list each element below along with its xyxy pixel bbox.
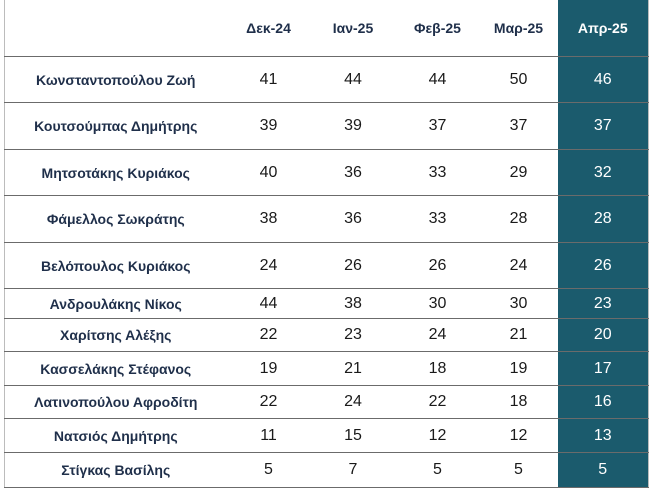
value-cell: 40	[226, 149, 311, 196]
value-cell: 50	[479, 56, 558, 103]
value-cell: 19	[479, 351, 558, 386]
value-cell: 38	[226, 195, 311, 243]
row-name: Κασσελάκης Στέφανος	[4, 351, 227, 386]
row-name: Φάμελλος Σωκράτης	[4, 195, 227, 243]
column-header: Φεβ-25	[395, 0, 480, 57]
column-header: Δεκ-24	[226, 0, 311, 57]
value-cell: 37	[479, 102, 558, 150]
row-name: Στίγκας Βασίλης	[4, 452, 227, 488]
header-row: Δεκ-24 Ιαν-25 Φεβ-25 Μαρ-25 Απρ-25	[4, 0, 649, 57]
value-cell: 37	[395, 102, 480, 150]
value-cell: 44	[226, 288, 311, 319]
table-row: Κασσελάκης Στέφανος 19 21 18 19 17	[4, 351, 649, 386]
value-cell: 12	[479, 418, 558, 453]
table-row: Νατσιός Δημήτρης 11 15 12 12 13	[4, 418, 649, 453]
value-cell: 19	[226, 351, 311, 386]
value-cell: 23	[557, 288, 649, 319]
value-cell: 29	[479, 149, 558, 196]
row-name: Χαρίτσης Αλέξης	[4, 318, 227, 352]
table-row: Μητσοτάκης Κυριάκος 40 36 33 29 32	[4, 149, 649, 196]
row-name: Ανδρουλάκης Νίκος	[4, 288, 227, 319]
value-cell: 33	[395, 195, 480, 243]
value-cell: 5	[479, 452, 558, 488]
row-name: Μητσοτάκης Κυριάκος	[4, 149, 227, 196]
value-cell: 39	[226, 102, 311, 150]
value-cell: 22	[395, 385, 480, 419]
row-name: Βελόπουλος Κυριάκος	[4, 242, 227, 289]
corner-cell	[4, 0, 227, 57]
table-row: Φάμελλος Σωκράτης 38 36 33 28 28	[4, 195, 649, 243]
value-cell: 5	[395, 452, 480, 488]
value-cell: 18	[479, 385, 558, 419]
value-cell: 26	[310, 242, 396, 289]
value-cell: 24	[479, 242, 558, 289]
value-cell: 16	[557, 385, 649, 419]
value-cell: 44	[395, 56, 480, 103]
value-cell: 18	[395, 351, 480, 386]
value-cell: 28	[479, 195, 558, 243]
value-cell: 22	[226, 318, 311, 352]
value-cell: 7	[310, 452, 396, 488]
table-row: Βελόπουλος Κυριάκος 24 26 26 24 26	[4, 242, 649, 289]
column-header: Ιαν-25	[310, 0, 396, 57]
table-row: Στίγκας Βασίλης 5 7 5 5 5	[4, 452, 649, 488]
value-cell: 13	[557, 418, 649, 453]
value-cell: 20	[557, 318, 649, 352]
value-cell: 24	[310, 385, 396, 419]
value-cell: 32	[557, 149, 649, 196]
value-cell: 22	[226, 385, 311, 419]
value-cell: 24	[395, 318, 480, 352]
value-cell: 5	[557, 452, 649, 488]
value-cell: 21	[310, 351, 396, 386]
value-cell: 24	[226, 242, 311, 289]
value-cell: 30	[479, 288, 558, 319]
row-name: Κωνσταντοπούλου Ζωή	[4, 56, 227, 103]
table-row: Κωνσταντοπούλου Ζωή 41 44 44 50 46	[4, 56, 649, 103]
value-cell: 41	[226, 56, 311, 103]
value-cell: 15	[310, 418, 396, 453]
value-cell: 33	[395, 149, 480, 196]
value-cell: 17	[557, 351, 649, 386]
table-row: Ανδρουλάκης Νίκος 44 38 30 30 23	[4, 288, 649, 319]
row-name: Λατινοπούλου Αφροδίτη	[4, 385, 227, 419]
value-cell: 12	[395, 418, 480, 453]
value-cell: 21	[479, 318, 558, 352]
value-cell: 23	[310, 318, 396, 352]
value-cell: 44	[310, 56, 396, 103]
value-cell: 5	[226, 452, 311, 488]
value-cell: 46	[557, 56, 649, 103]
column-header: Μαρ-25	[479, 0, 558, 57]
value-cell: 36	[310, 195, 396, 243]
value-cell: 39	[310, 102, 396, 150]
value-cell: 26	[557, 242, 649, 289]
row-name: Νατσιός Δημήτρης	[4, 418, 227, 453]
table-row: Λατινοπούλου Αφροδίτη 22 24 22 18 16	[4, 385, 649, 419]
table-container: Δεκ-24 Ιαν-25 Φεβ-25 Μαρ-25 Απρ-25 Κωνσταντο…	[4, 0, 649, 488]
row-name: Κουτσούμπας Δημήτρης	[4, 102, 227, 150]
value-cell: 38	[310, 288, 396, 319]
poll-table: Δεκ-24 Ιαν-25 Φεβ-25 Μαρ-25 Απρ-25 Κωνσταντο…	[4, 0, 649, 488]
value-cell: 30	[395, 288, 480, 319]
table-row: Κουτσούμπας Δημήτρης 39 39 37 37 37	[4, 102, 649, 150]
table-row: Χαρίτσης Αλέξης 22 23 24 21 20	[4, 318, 649, 352]
value-cell: 26	[395, 242, 480, 289]
column-header: Απρ-25	[557, 0, 649, 57]
value-cell: 28	[557, 195, 649, 243]
value-cell: 36	[310, 149, 396, 196]
value-cell: 37	[557, 102, 649, 150]
value-cell: 11	[226, 418, 311, 453]
